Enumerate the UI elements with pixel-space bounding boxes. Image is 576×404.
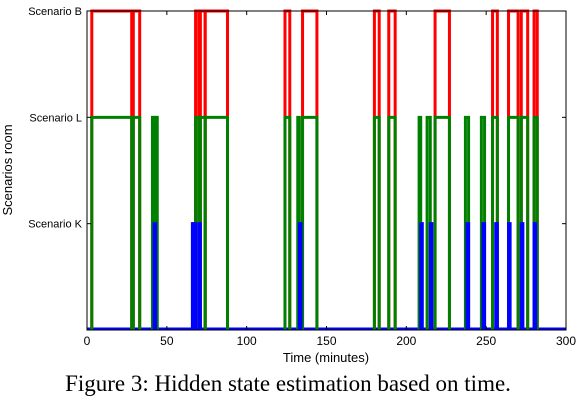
blue-state-pulse-6 <box>428 222 434 330</box>
green-state-pulse-7 <box>283 115 292 330</box>
x-tick-label: 150 <box>316 334 336 348</box>
y-tick-label: Scenario B <box>28 6 82 18</box>
x-tick-label: 50 <box>160 334 174 348</box>
x-tick-label: 100 <box>237 334 257 348</box>
blue-state-pulse-7 <box>465 222 471 330</box>
blue-state-pulse-0 <box>152 222 158 330</box>
green-state-pulse-11 <box>387 115 397 330</box>
x-axis-label: Time (minutes) <box>283 350 369 365</box>
blue-state-pulse-2 <box>192 222 198 330</box>
blue-state-pulse-3 <box>197 222 202 330</box>
green-state-pulse-14 <box>433 115 451 330</box>
green-state-pulse-9 <box>301 115 319 330</box>
x-tick-label: 0 <box>84 334 91 348</box>
blue-state-pulse-9 <box>494 222 499 330</box>
y-tick-label: Scenario K <box>28 219 82 231</box>
green-state-pulse-0 <box>90 115 134 330</box>
blue-state-pulse-4 <box>297 222 303 330</box>
green-state-pulse-10 <box>372 115 381 330</box>
x-tick-label: 300 <box>556 334 576 348</box>
blue-state-pulse-8 <box>481 222 487 330</box>
plot-frame <box>86 10 567 331</box>
green-state-pulse-6 <box>203 115 230 330</box>
x-tick-label: 200 <box>396 334 416 348</box>
blue-state-pulse-12 <box>532 222 538 330</box>
x-tick-label: 250 <box>476 334 496 348</box>
blue-state-pulse-11 <box>519 222 525 330</box>
y-axis-label: Scenarios room <box>0 124 15 215</box>
tick-layer: 0 50 100 150 200 250 300 Scenario K Scenario L Sc… <box>28 6 576 348</box>
blue-state-pulse-10 <box>507 222 512 330</box>
green-state-pulse-1 <box>131 115 142 330</box>
plot-area: 0 50 100 150 200 250 300 Scenario K Scenario L Sc… <box>28 6 576 348</box>
blue-state-pulse-5 <box>419 222 424 330</box>
y-tick-label: Scenario L <box>29 112 82 124</box>
figure-caption: Figure 3: Hidden state estimation based … <box>65 371 511 396</box>
